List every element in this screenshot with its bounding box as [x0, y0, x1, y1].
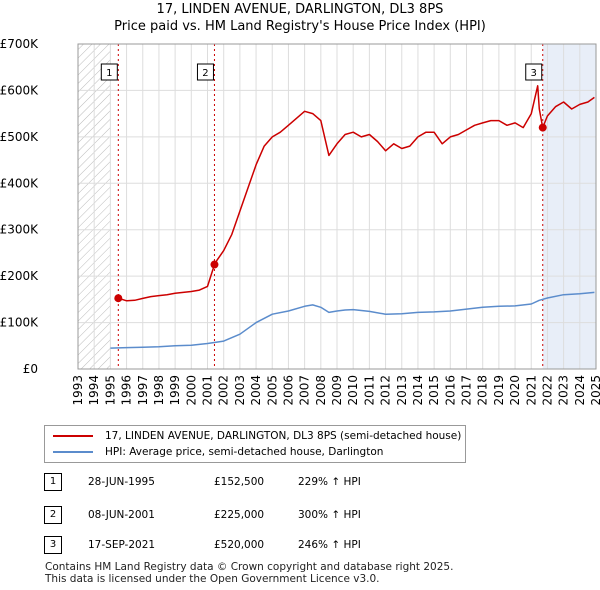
sale-hpi-change: 300% ↑ HPI [298, 509, 361, 521]
legend-swatch-property [53, 435, 93, 437]
x-tick-label: 1996 [120, 375, 134, 406]
y-tick-label: £400K [0, 176, 39, 190]
legend-item-property: 17, LINDEN AVENUE, DARLINGTON, DL3 8PS (… [53, 428, 461, 444]
sale-price: £152,500 [214, 476, 265, 488]
table-row: 1 28-JUN-1995 £152,500 229% ↑ HPI [44, 473, 464, 493]
post-sale-shading [542, 44, 596, 369]
x-tick-label: 2005 [265, 375, 279, 406]
x-tick-label: 2017 [460, 375, 474, 406]
sale-price: £225,000 [214, 509, 265, 521]
sale-label-box [525, 63, 543, 81]
sale-label-box [196, 63, 214, 81]
sale-point [114, 294, 123, 303]
x-tick-label: 2019 [492, 375, 506, 406]
x-tick-label: 1994 [87, 375, 101, 406]
y-tick-label: £0 [23, 362, 38, 376]
sale-label-box [100, 63, 118, 81]
x-tick-label: 2003 [233, 375, 247, 406]
x-tick-label: 2000 [184, 375, 198, 406]
plot-frame [77, 43, 597, 370]
chart-title: 17, LINDEN AVENUE, DARLINGTON, DL3 8PS [156, 2, 444, 17]
sale-point [210, 260, 219, 269]
y-tick-label: £600K [0, 83, 39, 97]
x-tick-label: 2018 [476, 375, 490, 406]
x-tick-label: 2016 [443, 375, 457, 406]
sale-price: £520,000 [214, 539, 265, 551]
sale-date: 08-JUN-2001 [88, 509, 155, 521]
x-tick-label: 2006 [281, 375, 295, 406]
price-chart: 1 2 3 £0 £100K £200K £300K £400K £500K £600K £700… [0, 37, 600, 406]
x-tick-label: 1997 [136, 375, 150, 406]
x-tick-label: 2024 [573, 375, 587, 406]
x-tick-label: 2001 [201, 375, 215, 406]
sale-number-badge: 1 [44, 473, 62, 491]
x-tick-label: 2014 [411, 375, 425, 406]
x-tick-label: 2020 [508, 375, 522, 406]
x-tick-label: 1999 [168, 375, 182, 406]
footer-copyright: Contains HM Land Registry data © Crown c… [45, 561, 454, 573]
sale-label-number: 3 [531, 68, 537, 79]
sale-number-badge: 2 [44, 506, 62, 524]
x-tick-label: 2002 [217, 375, 231, 406]
y-tick-label: £500K [0, 130, 39, 144]
x-tick-label: 2025 [589, 375, 600, 406]
legend-swatch-hpi [53, 451, 93, 453]
legend-label-hpi: HPI: Average price, semi-detached house,… [105, 446, 384, 458]
x-tick-label: 1993 [71, 375, 85, 406]
sale-hpi-change: 229% ↑ HPI [298, 476, 361, 488]
sale-date: 17-SEP-2021 [88, 539, 156, 551]
table-row: 2 08-JUN-2001 £225,000 300% ↑ HPI [44, 506, 464, 526]
x-tick-label: 2021 [524, 375, 538, 406]
legend: 17, LINDEN AVENUE, DARLINGTON, DL3 8PS (… [44, 425, 466, 463]
property-price-line [118, 85, 595, 302]
x-tick-label: 2007 [298, 375, 312, 406]
x-tick-label: 2013 [395, 375, 409, 406]
x-tick-label: 1995 [103, 375, 117, 406]
sale-point [538, 123, 547, 132]
x-tick-label: 2010 [346, 375, 360, 406]
table-row: 3 17-SEP-2021 £520,000 246% ↑ HPI [44, 536, 464, 556]
legend-label-property: 17, LINDEN AVENUE, DARLINGTON, DL3 8PS (… [105, 430, 462, 442]
sale-number-badge: 3 [44, 536, 62, 554]
x-tick-label: 1998 [152, 375, 166, 406]
sale-date: 28-JUN-1995 [88, 476, 155, 488]
sale-label-number: 2 [202, 68, 208, 79]
x-tick-label: 2012 [379, 375, 393, 406]
x-tick-label: 2023 [557, 375, 571, 406]
x-tick-label: 2015 [427, 375, 441, 406]
x-tick-label: 2011 [362, 375, 376, 406]
x-tick-label: 2022 [540, 375, 554, 406]
y-tick-label: £100K [0, 316, 39, 330]
y-tick-label: £300K [0, 223, 39, 237]
y-tick-label: £700K [0, 37, 39, 51]
footer-licence: This data is licensed under the Open Gov… [45, 573, 380, 585]
x-tick-label: 2008 [314, 375, 328, 406]
chart-subtitle: Price paid vs. HM Land Registry's House … [114, 19, 486, 34]
y-tick-label: £200K [0, 269, 39, 283]
x-tick-label: 2004 [249, 375, 263, 406]
sale-label-number: 1 [106, 68, 112, 79]
sale-hpi-change: 246% ↑ HPI [298, 539, 361, 551]
hpi-line [110, 291, 595, 349]
legend-item-hpi: HPI: Average price, semi-detached house,… [53, 444, 383, 460]
x-tick-label: 2009 [330, 375, 344, 406]
